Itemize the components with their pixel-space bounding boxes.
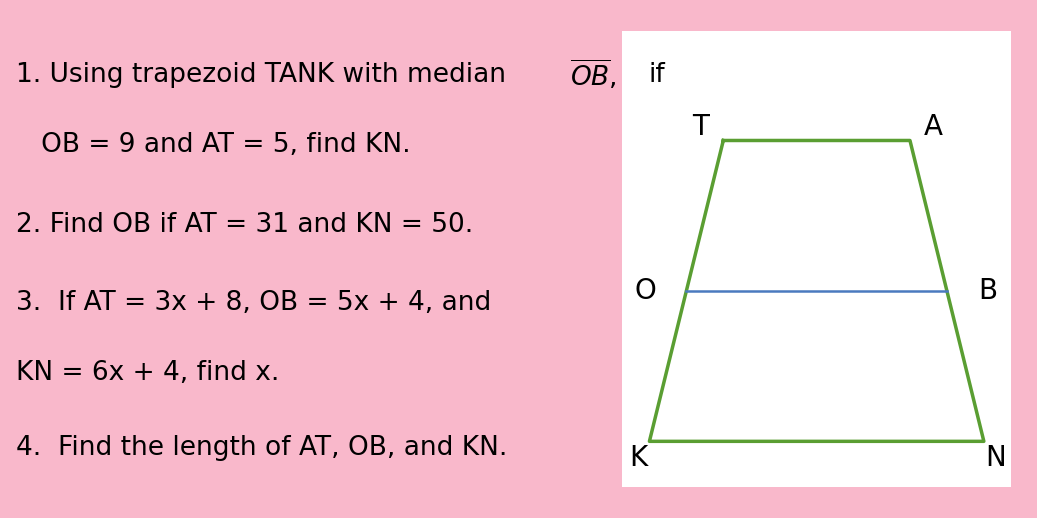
Text: KN = 6x + 4, find x.: KN = 6x + 4, find x. bbox=[16, 360, 279, 386]
Text: T: T bbox=[692, 113, 709, 141]
Text: O: O bbox=[635, 277, 656, 305]
Text: if: if bbox=[648, 62, 665, 88]
Text: 3.  If AT = 3x + 8, OB = 5x + 4, and: 3. If AT = 3x + 8, OB = 5x + 4, and bbox=[16, 290, 491, 316]
Text: 1. Using trapezoid TANK with median: 1. Using trapezoid TANK with median bbox=[16, 62, 514, 88]
Text: N: N bbox=[985, 444, 1006, 472]
Text: 2. Find OB if AT = 31 and KN = 50.: 2. Find OB if AT = 31 and KN = 50. bbox=[16, 212, 473, 238]
Text: A: A bbox=[923, 113, 943, 141]
FancyBboxPatch shape bbox=[622, 31, 1011, 487]
Text: $\overline{OB},$: $\overline{OB},$ bbox=[570, 59, 617, 92]
Text: B: B bbox=[979, 277, 998, 305]
Text: 4.  Find the length of AT, OB, and KN.: 4. Find the length of AT, OB, and KN. bbox=[16, 435, 507, 461]
Text: K: K bbox=[628, 444, 647, 472]
Text: OB = 9 and AT = 5, find KN.: OB = 9 and AT = 5, find KN. bbox=[16, 132, 411, 158]
